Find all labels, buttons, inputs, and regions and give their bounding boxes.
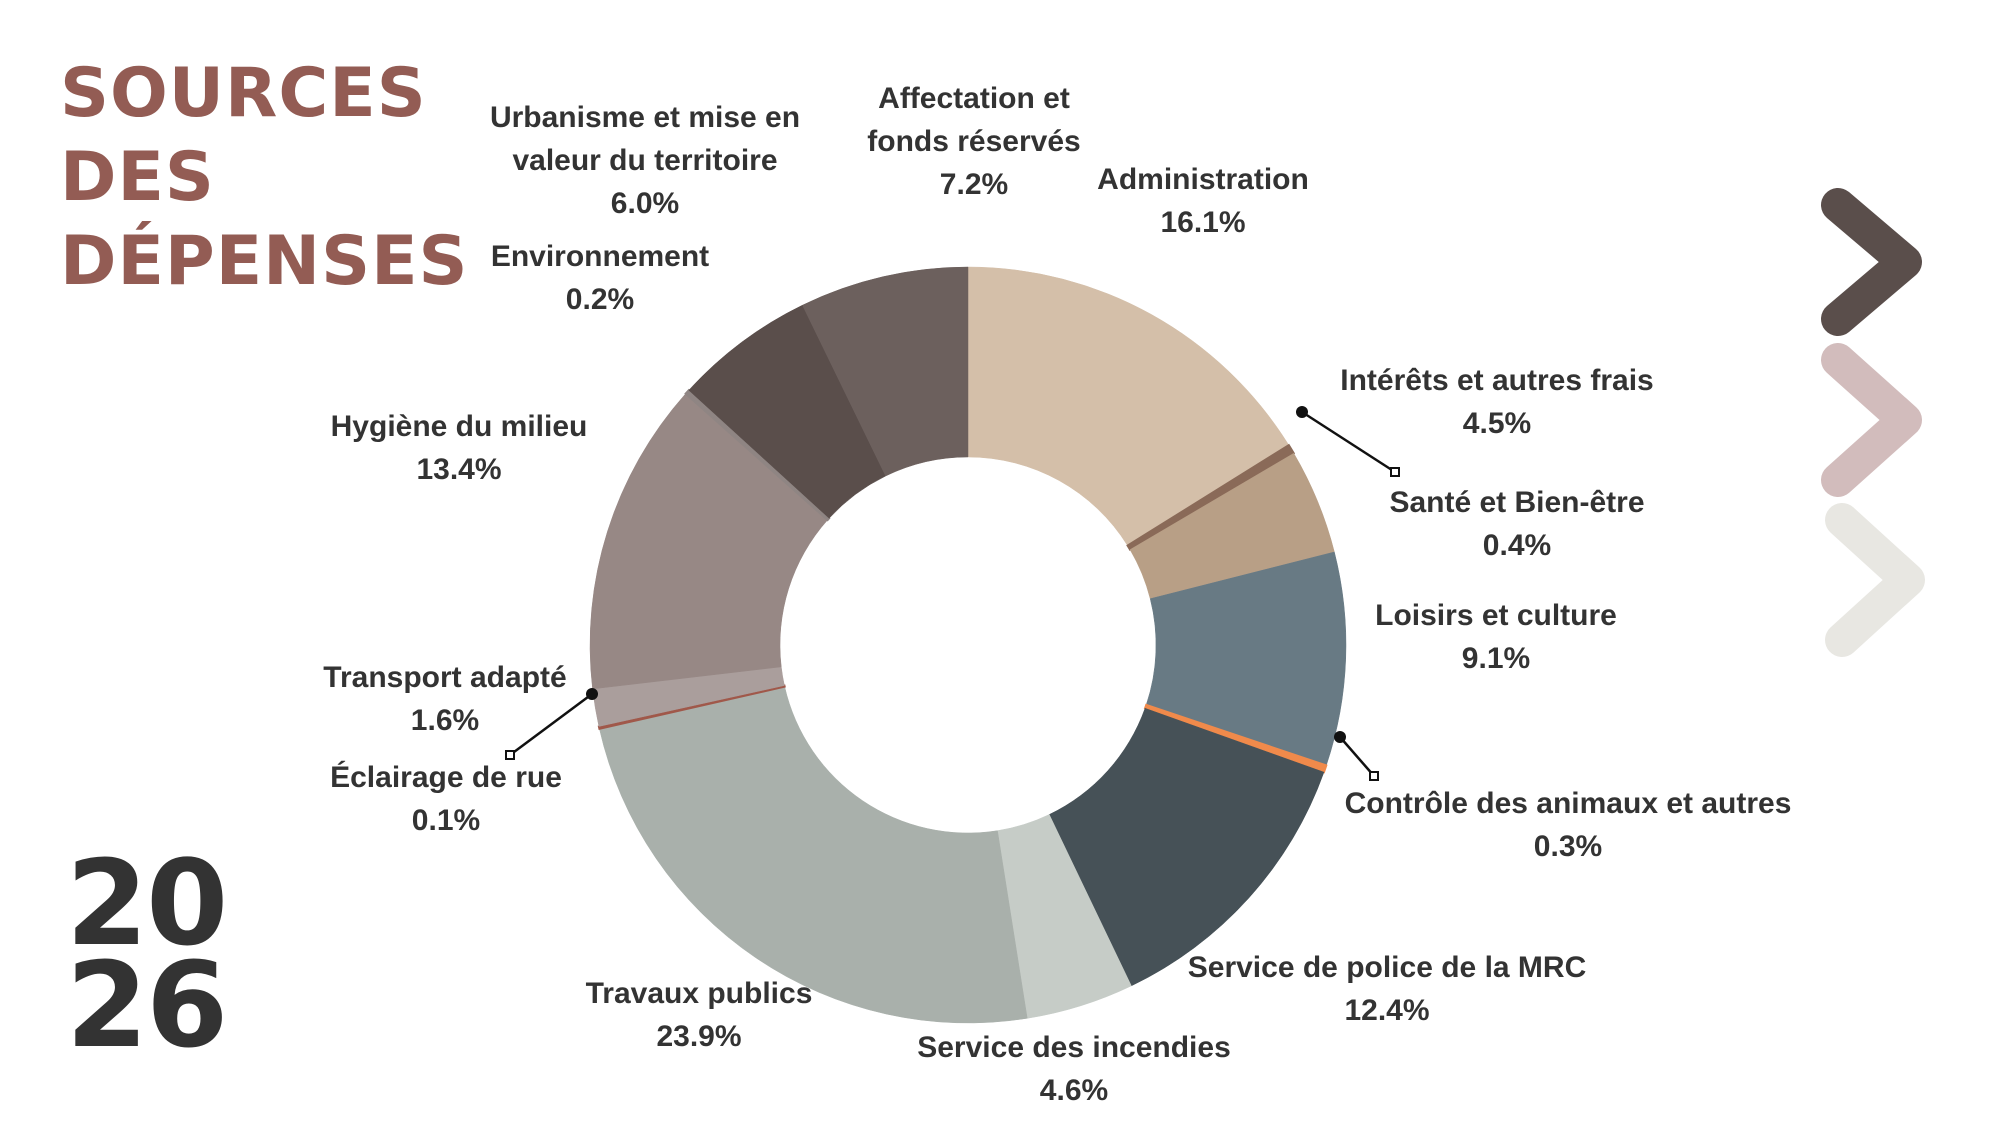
callouts	[505, 406, 1400, 781]
title-line: DES	[60, 138, 215, 217]
slice-label: Service de police de la MRC 12.4%	[1188, 946, 1586, 1032]
callout-line	[509, 692, 593, 757]
slice-label: Administration 16.1%	[1097, 158, 1309, 244]
slice-label-value: 0.4%	[1482, 529, 1552, 562]
slice-label-name: Environnement	[490, 240, 710, 273]
slice-label-value: 16.1%	[1160, 206, 1246, 239]
chevron-group	[1821, 188, 1925, 657]
slice-label-name: Travaux publics	[585, 977, 813, 1010]
callout-end	[1369, 771, 1379, 781]
donut-slice	[967, 266, 1290, 546]
callout-dot	[586, 688, 598, 700]
slice-label: Affectation et fonds réservés 7.2%	[867, 77, 1080, 206]
slice-label-name: Administration	[1097, 163, 1309, 196]
slice-label-value: 0.1%	[411, 804, 481, 837]
slice-label-name: Transport adapté	[323, 661, 567, 694]
slice-label-value: 4.6%	[1039, 1074, 1109, 1107]
slice-label-value: 13.4%	[416, 453, 502, 486]
slice-label-value: 23.9%	[656, 1020, 742, 1053]
slice-label-name: Hygiène du milieu	[330, 410, 588, 443]
chevron-right-icon	[1821, 343, 1922, 497]
year-line: 26	[66, 936, 228, 1074]
slice-label-value: 9.1%	[1461, 642, 1531, 675]
year-line: 20	[66, 834, 228, 972]
title-line: SOURCES	[60, 54, 427, 133]
slice-label-name: Urbanisme et mise en valeur du territoir…	[489, 101, 801, 177]
slice-label-value: 6.0%	[610, 187, 680, 220]
callout-end	[505, 750, 515, 760]
donut-slice	[802, 266, 969, 477]
slice-label: Travaux publics 23.9%	[586, 972, 813, 1058]
slice-label-name: Service de police de la MRC	[1187, 951, 1587, 984]
slice-label: Hygiène du milieu 13.4%	[331, 405, 588, 491]
page-title: SOURCES DES DÉPENSES	[60, 52, 469, 304]
slice-label-name: Service des incendies	[917, 1031, 1231, 1064]
slice-label: Transport adapté 1.6%	[323, 656, 566, 742]
callout-line	[1301, 410, 1396, 474]
slice-label-value: 7.2%	[939, 168, 1009, 201]
title-line: DÉPENSES	[60, 222, 469, 301]
slice-label: Éclairage de rue 0.1%	[330, 756, 562, 842]
year: 20 26	[66, 834, 228, 1074]
callout-dot	[1334, 731, 1346, 743]
slice-label: Loisirs et culture 9.1%	[1375, 594, 1617, 680]
callout-line	[1339, 736, 1375, 777]
slice-label-name: Loisirs et culture	[1375, 599, 1617, 632]
slice-label-name: Affectation et fonds réservés	[867, 82, 1081, 158]
slice-label-value: 0.3%	[1533, 830, 1603, 863]
chevron-right-icon	[1825, 503, 1925, 657]
slice-label-name: Éclairage de rue	[330, 761, 562, 794]
chevron-right-icon	[1821, 188, 1922, 336]
slice-label: Environnement 0.2%	[491, 235, 709, 321]
slice-label: Service des incendies 4.6%	[917, 1026, 1231, 1112]
slice-label-name: Contrôle des animaux et autres	[1344, 787, 1792, 820]
donut-slices	[589, 266, 1347, 1024]
slice-label-name: Intérêts et autres frais	[1340, 364, 1654, 397]
slice-label-value: 1.6%	[410, 704, 480, 737]
slice-label-value: 12.4%	[1344, 994, 1430, 1027]
callout-end	[1390, 467, 1400, 477]
slice-label-value: 0.2%	[565, 283, 635, 316]
slice-label: Intérêts et autres frais 4.5%	[1340, 359, 1653, 445]
donut-slice	[1048, 707, 1325, 987]
donut-slice	[599, 686, 1028, 1024]
slice-label: Contrôle des animaux et autres 0.3%	[1345, 782, 1792, 868]
slice-label-name: Santé et Bien-être	[1389, 486, 1645, 519]
slice-label: Santé et Bien-être 0.4%	[1389, 481, 1644, 567]
callout-dot	[1296, 406, 1308, 418]
slice-label-value: 4.5%	[1462, 407, 1532, 440]
slice-label: Urbanisme et mise en valeur du territoir…	[490, 96, 800, 225]
